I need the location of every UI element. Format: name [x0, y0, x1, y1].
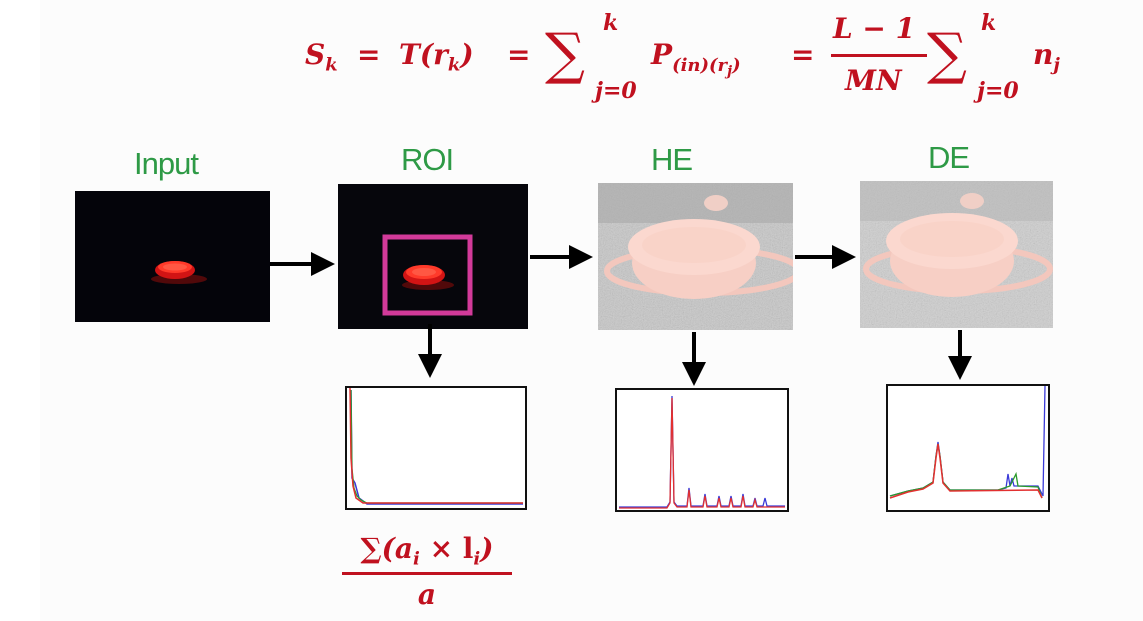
formula-s: Sk — [305, 38, 338, 76]
sum2-upper: k — [981, 10, 997, 36]
stage-label-de: DE — [928, 140, 970, 175]
frac-bar — [831, 54, 927, 57]
he-object-graphic — [598, 183, 793, 330]
area-formula-bar — [342, 572, 512, 575]
formula-p: P(in)(rj) — [651, 38, 741, 80]
he-histogram — [615, 388, 789, 512]
sum-upper: k — [603, 10, 619, 36]
sum-symbol: ∑ — [545, 22, 585, 87]
formula-eq2: = — [507, 38, 531, 71]
roi-box — [382, 234, 473, 316]
formula-t: T(rk) — [399, 38, 474, 76]
formula-eq1: = — [357, 38, 381, 71]
sum-symbol-2: ∑ — [927, 22, 967, 87]
sum-lower: j=0 — [595, 78, 637, 104]
roi-image — [338, 184, 528, 329]
stage-label-he: HE — [651, 142, 693, 177]
roi-object-graphic — [382, 234, 473, 316]
input-object-graphic — [151, 261, 207, 284]
frac-denominator: MN — [845, 64, 902, 97]
roi-histogram-plot — [349, 388, 523, 505]
sum2-lower: j=0 — [977, 78, 1019, 104]
stage-label-input: Input — [134, 146, 199, 181]
area-formula-denominator: a — [417, 578, 437, 611]
frac-numerator: L − 1 — [833, 12, 916, 45]
formula-eq3: = — [791, 38, 815, 71]
roi-histogram — [345, 386, 527, 510]
de-object-graphic — [860, 181, 1053, 328]
de-histogram-plot — [889, 386, 1046, 499]
formula-n: nj — [1033, 38, 1060, 76]
stage-label-roi: ROI — [401, 142, 454, 177]
he-histogram-plot — [619, 395, 785, 509]
de-histogram — [886, 384, 1050, 512]
he-image — [598, 183, 793, 330]
de-image — [860, 181, 1053, 328]
input-image — [75, 191, 270, 322]
area-formula-numerator: ∑(ai × li) — [360, 532, 494, 570]
